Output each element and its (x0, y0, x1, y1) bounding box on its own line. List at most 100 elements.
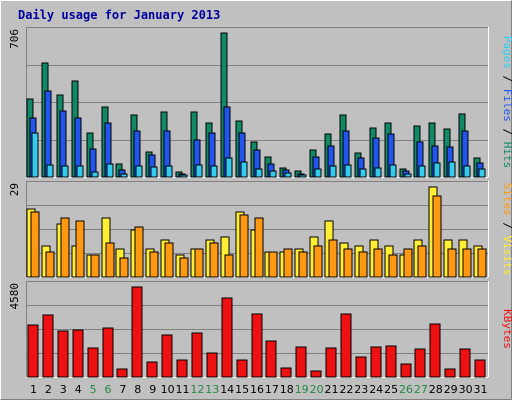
bar-sites (179, 257, 189, 278)
bar-sites (254, 217, 264, 278)
x-tick-label: 19 (295, 383, 309, 396)
bar-pages (433, 162, 441, 178)
bar-pages (344, 164, 352, 178)
bar-kbytes (459, 348, 471, 378)
y-max-label: 29 (8, 183, 21, 196)
bar-sites (119, 257, 129, 278)
panel-2: 29 Sites / Visits (8, 181, 512, 278)
x-tick-label: 31 (474, 383, 488, 396)
x-tick-label: 21 (325, 383, 339, 396)
bar-pages (106, 163, 114, 178)
bar-pages (314, 168, 322, 178)
bar-pages (225, 157, 233, 178)
bar-sites (239, 214, 249, 278)
bars (26, 32, 486, 178)
bar-pages (299, 174, 307, 178)
legend-entry: Visits (501, 236, 512, 276)
bar-sites (343, 248, 353, 278)
x-tick-label: 4 (75, 383, 82, 396)
bar-sites (462, 248, 472, 278)
x-tick-label: 1 (30, 383, 37, 396)
bar-pages (91, 171, 99, 178)
bar-sites (75, 220, 85, 278)
panel-3: 4580 KBytes (8, 281, 512, 378)
bars (27, 286, 486, 378)
x-tick-label: 8 (134, 383, 141, 396)
bar-sites (328, 239, 338, 278)
x-tick-label: 10 (161, 383, 175, 396)
chart-title: Daily usage for January 2013 (18, 8, 220, 22)
x-tick-label: 9 (149, 383, 156, 396)
bar-sites (105, 242, 115, 278)
bar-sites (194, 248, 204, 278)
bar-pages (46, 164, 54, 178)
legend-entry: / (501, 216, 512, 236)
bar-files (44, 90, 52, 178)
bar-kbytes (400, 363, 412, 378)
bar-sites (403, 248, 413, 278)
y-max-label: 4580 (8, 283, 21, 310)
x-axis-tick-labels: 1 2 3 4 5 6 7 8 9 10 11 12 13 14 15 16 17 18 19 20 21 22 23 24 2… (30, 383, 488, 396)
bar-pages (463, 165, 471, 178)
bar-pages (269, 170, 277, 178)
x-tick-label: 25 (384, 383, 398, 396)
bar-sites (60, 217, 70, 278)
x-tick-label: 2 (45, 383, 52, 396)
bar-sites (477, 248, 487, 278)
bar-kbytes (310, 370, 322, 378)
bar-pages (389, 164, 397, 178)
bar-kbytes (176, 359, 188, 378)
bar-sites (447, 248, 457, 278)
bar-pages (418, 165, 426, 178)
bar-kbytes (385, 345, 397, 378)
bar-kbytes (206, 352, 218, 378)
bar-pages (31, 132, 39, 178)
x-tick-label: 29 (444, 383, 458, 396)
bar-kbytes (236, 359, 248, 378)
bar-kbytes (116, 368, 128, 378)
bar-pages (120, 173, 128, 178)
bar-kbytes (161, 334, 173, 378)
bar-kbytes (370, 346, 382, 378)
chart-panels: 706 Pages / Files / Hits 29 Sites / Visits 4… (8, 27, 512, 378)
x-tick-label: 18 (280, 383, 294, 396)
x-tick-label: 26 (399, 383, 413, 396)
series-legend: Pages / Files / Hits (501, 36, 512, 169)
bar-pages (284, 172, 292, 178)
x-tick-label: 20 (310, 383, 324, 396)
legend-entry: / (501, 69, 512, 89)
bar-kbytes (414, 348, 426, 378)
bar-pages (359, 168, 367, 178)
x-tick-label: 24 (369, 383, 383, 396)
bar-sites (417, 245, 427, 278)
legend-entry: / (501, 122, 512, 142)
bars (26, 186, 487, 278)
bar-pages (374, 167, 382, 178)
bar-kbytes (325, 347, 337, 378)
bar-pages (61, 165, 69, 178)
bar-pages (165, 165, 173, 178)
bar-kbytes (191, 332, 203, 378)
bar-sites (30, 211, 40, 278)
bar-sites (45, 251, 55, 278)
bar-sites (209, 242, 219, 278)
bar-pages (448, 161, 456, 178)
x-tick-label: 22 (339, 383, 353, 396)
x-tick-label: 15 (235, 383, 249, 396)
bar-sites (298, 251, 308, 278)
x-tick-label: 7 (119, 383, 126, 396)
bar-kbytes (146, 361, 158, 378)
bar-sites (313, 245, 323, 278)
bar-kbytes (27, 324, 39, 378)
x-tick-label: 5 (90, 383, 97, 396)
bar-sites (164, 242, 174, 278)
bar-pages (180, 174, 188, 178)
bar-kbytes (265, 340, 277, 378)
bar-pages (255, 168, 263, 178)
series-legend: KBytes (501, 309, 512, 349)
bar-sites (373, 248, 383, 278)
x-tick-label: 30 (459, 383, 473, 396)
bar-pages (195, 164, 203, 178)
bar-sites (90, 254, 100, 278)
x-tick-label: 17 (265, 383, 279, 396)
